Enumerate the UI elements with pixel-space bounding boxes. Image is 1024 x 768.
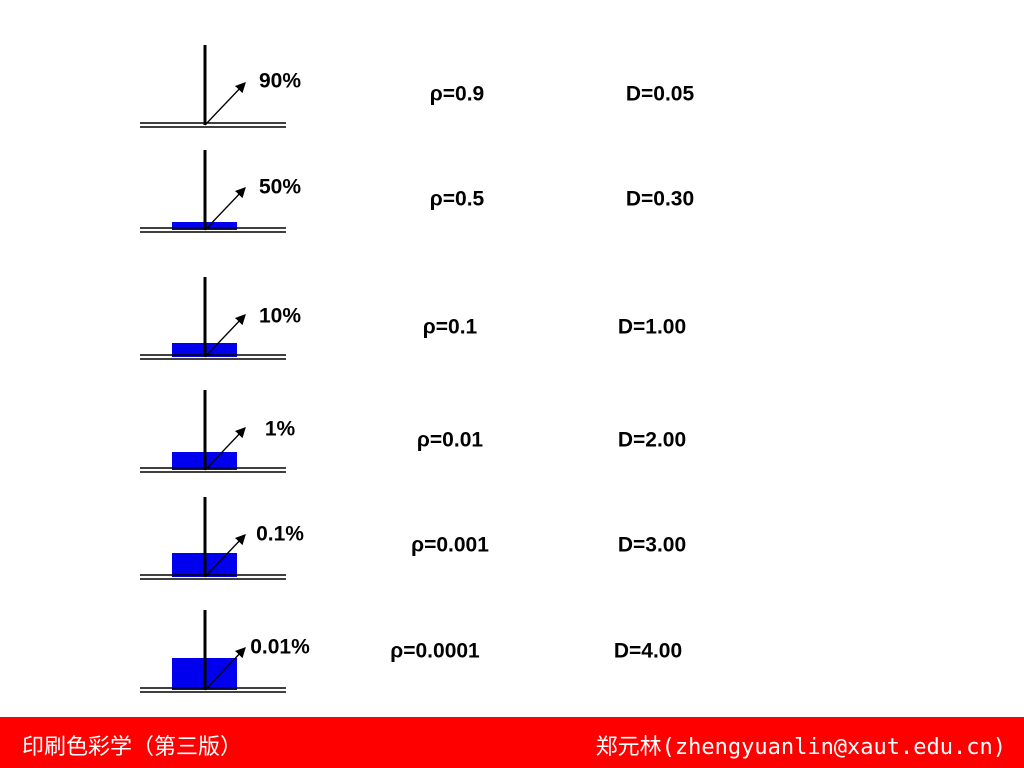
rho-label: ρ=0.001 bbox=[411, 534, 489, 557]
footer: 印刷色彩学（第三版） 郑元林(zhengyuanlin@xaut.edu.cn) bbox=[0, 717, 1024, 768]
diagram: 90% ρ=0.9 D=0.05 50% ρ=0.5 D=0.30 10% ρ=0.1 D=1.… bbox=[140, 45, 695, 693]
reflected-ray bbox=[204, 314, 246, 358]
rho-label: ρ=0.1 bbox=[423, 316, 478, 339]
rho-label: ρ=0.0001 bbox=[390, 640, 480, 663]
reflected-ray bbox=[204, 647, 246, 691]
reflected-ray bbox=[204, 187, 246, 231]
footer-author: 郑元林(zhengyuanlin@xaut.edu.cn) bbox=[595, 735, 1006, 760]
reflected-ray bbox=[204, 534, 246, 578]
density-label: D=2.00 bbox=[618, 429, 686, 452]
reflected-ray bbox=[204, 82, 246, 126]
footer-title: 印刷色彩学（第三版） bbox=[22, 735, 243, 760]
percent-label: 0.1% bbox=[256, 523, 304, 546]
reflected-ray bbox=[204, 427, 246, 471]
percent-label: 90% bbox=[259, 70, 301, 93]
percent-label: 50% bbox=[259, 176, 301, 199]
rho-label: ρ=0.5 bbox=[430, 188, 485, 211]
percent-label: 0.01% bbox=[250, 636, 310, 659]
rho-label: ρ=0.9 bbox=[430, 83, 484, 106]
density-label: D=0.05 bbox=[626, 83, 695, 106]
percent-label: 1% bbox=[265, 418, 296, 441]
rho-label: ρ=0.01 bbox=[417, 429, 483, 452]
density-label: D=3.00 bbox=[618, 534, 686, 557]
density-label: D=4.00 bbox=[614, 640, 682, 663]
density-label: D=1.00 bbox=[618, 316, 686, 339]
density-label: D=0.30 bbox=[626, 188, 694, 211]
percent-label: 10% bbox=[259, 305, 301, 328]
